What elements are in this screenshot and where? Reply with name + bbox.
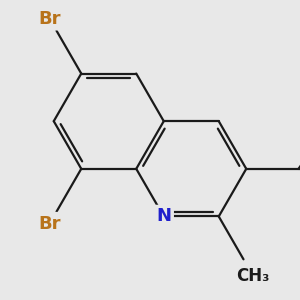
Text: N: N <box>156 207 171 225</box>
Text: Br: Br <box>38 214 61 232</box>
Text: Br: Br <box>38 10 61 28</box>
Text: CH₃: CH₃ <box>236 267 270 285</box>
